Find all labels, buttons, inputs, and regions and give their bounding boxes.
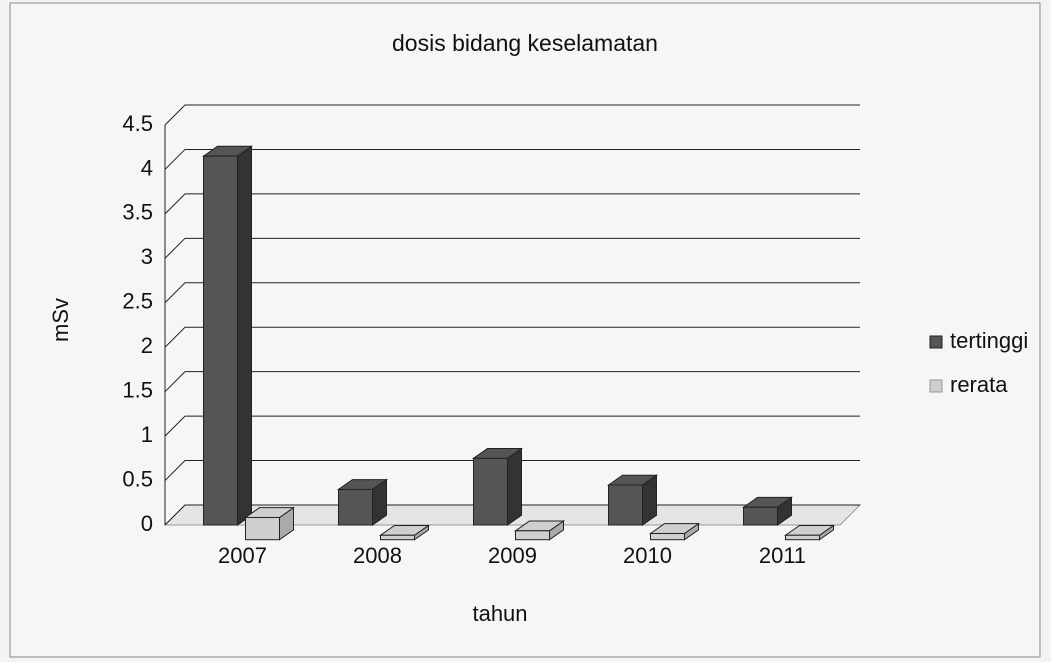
grid-line	[164, 460, 860, 481]
y-tick-label: 3	[141, 244, 153, 269]
y-tick-label: 0.5	[122, 466, 153, 491]
y-tick-label: 2	[141, 333, 153, 358]
bar	[203, 155, 238, 526]
x-tick-label: 2009	[488, 543, 537, 568]
y-axis-label: mSv	[48, 298, 73, 342]
grid-line	[164, 371, 860, 393]
grid-line	[164, 237, 860, 259]
bar	[380, 534, 415, 541]
grid-line	[164, 282, 860, 304]
bar	[650, 532, 685, 541]
x-tick-label: 2010	[623, 543, 672, 568]
bar-side	[507, 447, 522, 526]
y-tick-label: 3.5	[122, 200, 153, 225]
y-tick-label: 1.5	[122, 377, 153, 402]
bar	[338, 488, 373, 526]
x-tick-label: 2007	[218, 543, 267, 568]
bar	[245, 516, 280, 541]
x-tick-label: 2008	[353, 543, 402, 568]
bar	[743, 506, 778, 526]
x-axis-label: tahun	[472, 601, 527, 626]
grid-line	[164, 193, 860, 215]
grid-line	[164, 148, 860, 170]
legend-label: tertinggi	[950, 328, 1028, 353]
y-tick-label: 0	[141, 511, 153, 536]
legend-swatch	[929, 335, 943, 349]
bar	[785, 534, 820, 541]
chart-title: dosis bidang keselamatan	[392, 30, 658, 56]
x-tick-label: 2011	[759, 543, 806, 568]
y-tick-label: 4	[141, 155, 153, 180]
legend-swatch	[929, 379, 943, 393]
bar	[473, 457, 508, 526]
y-tick-label: 1	[141, 422, 153, 447]
grid-line	[164, 326, 860, 348]
legend-label: rerata	[950, 372, 1008, 397]
y-tick-label: 2.5	[122, 289, 153, 314]
grid-line	[164, 415, 860, 437]
grid-line	[164, 104, 860, 126]
bar-side	[237, 145, 252, 526]
y-tick-label: 4.5	[122, 111, 153, 136]
bar	[608, 484, 643, 526]
bar	[515, 530, 550, 541]
